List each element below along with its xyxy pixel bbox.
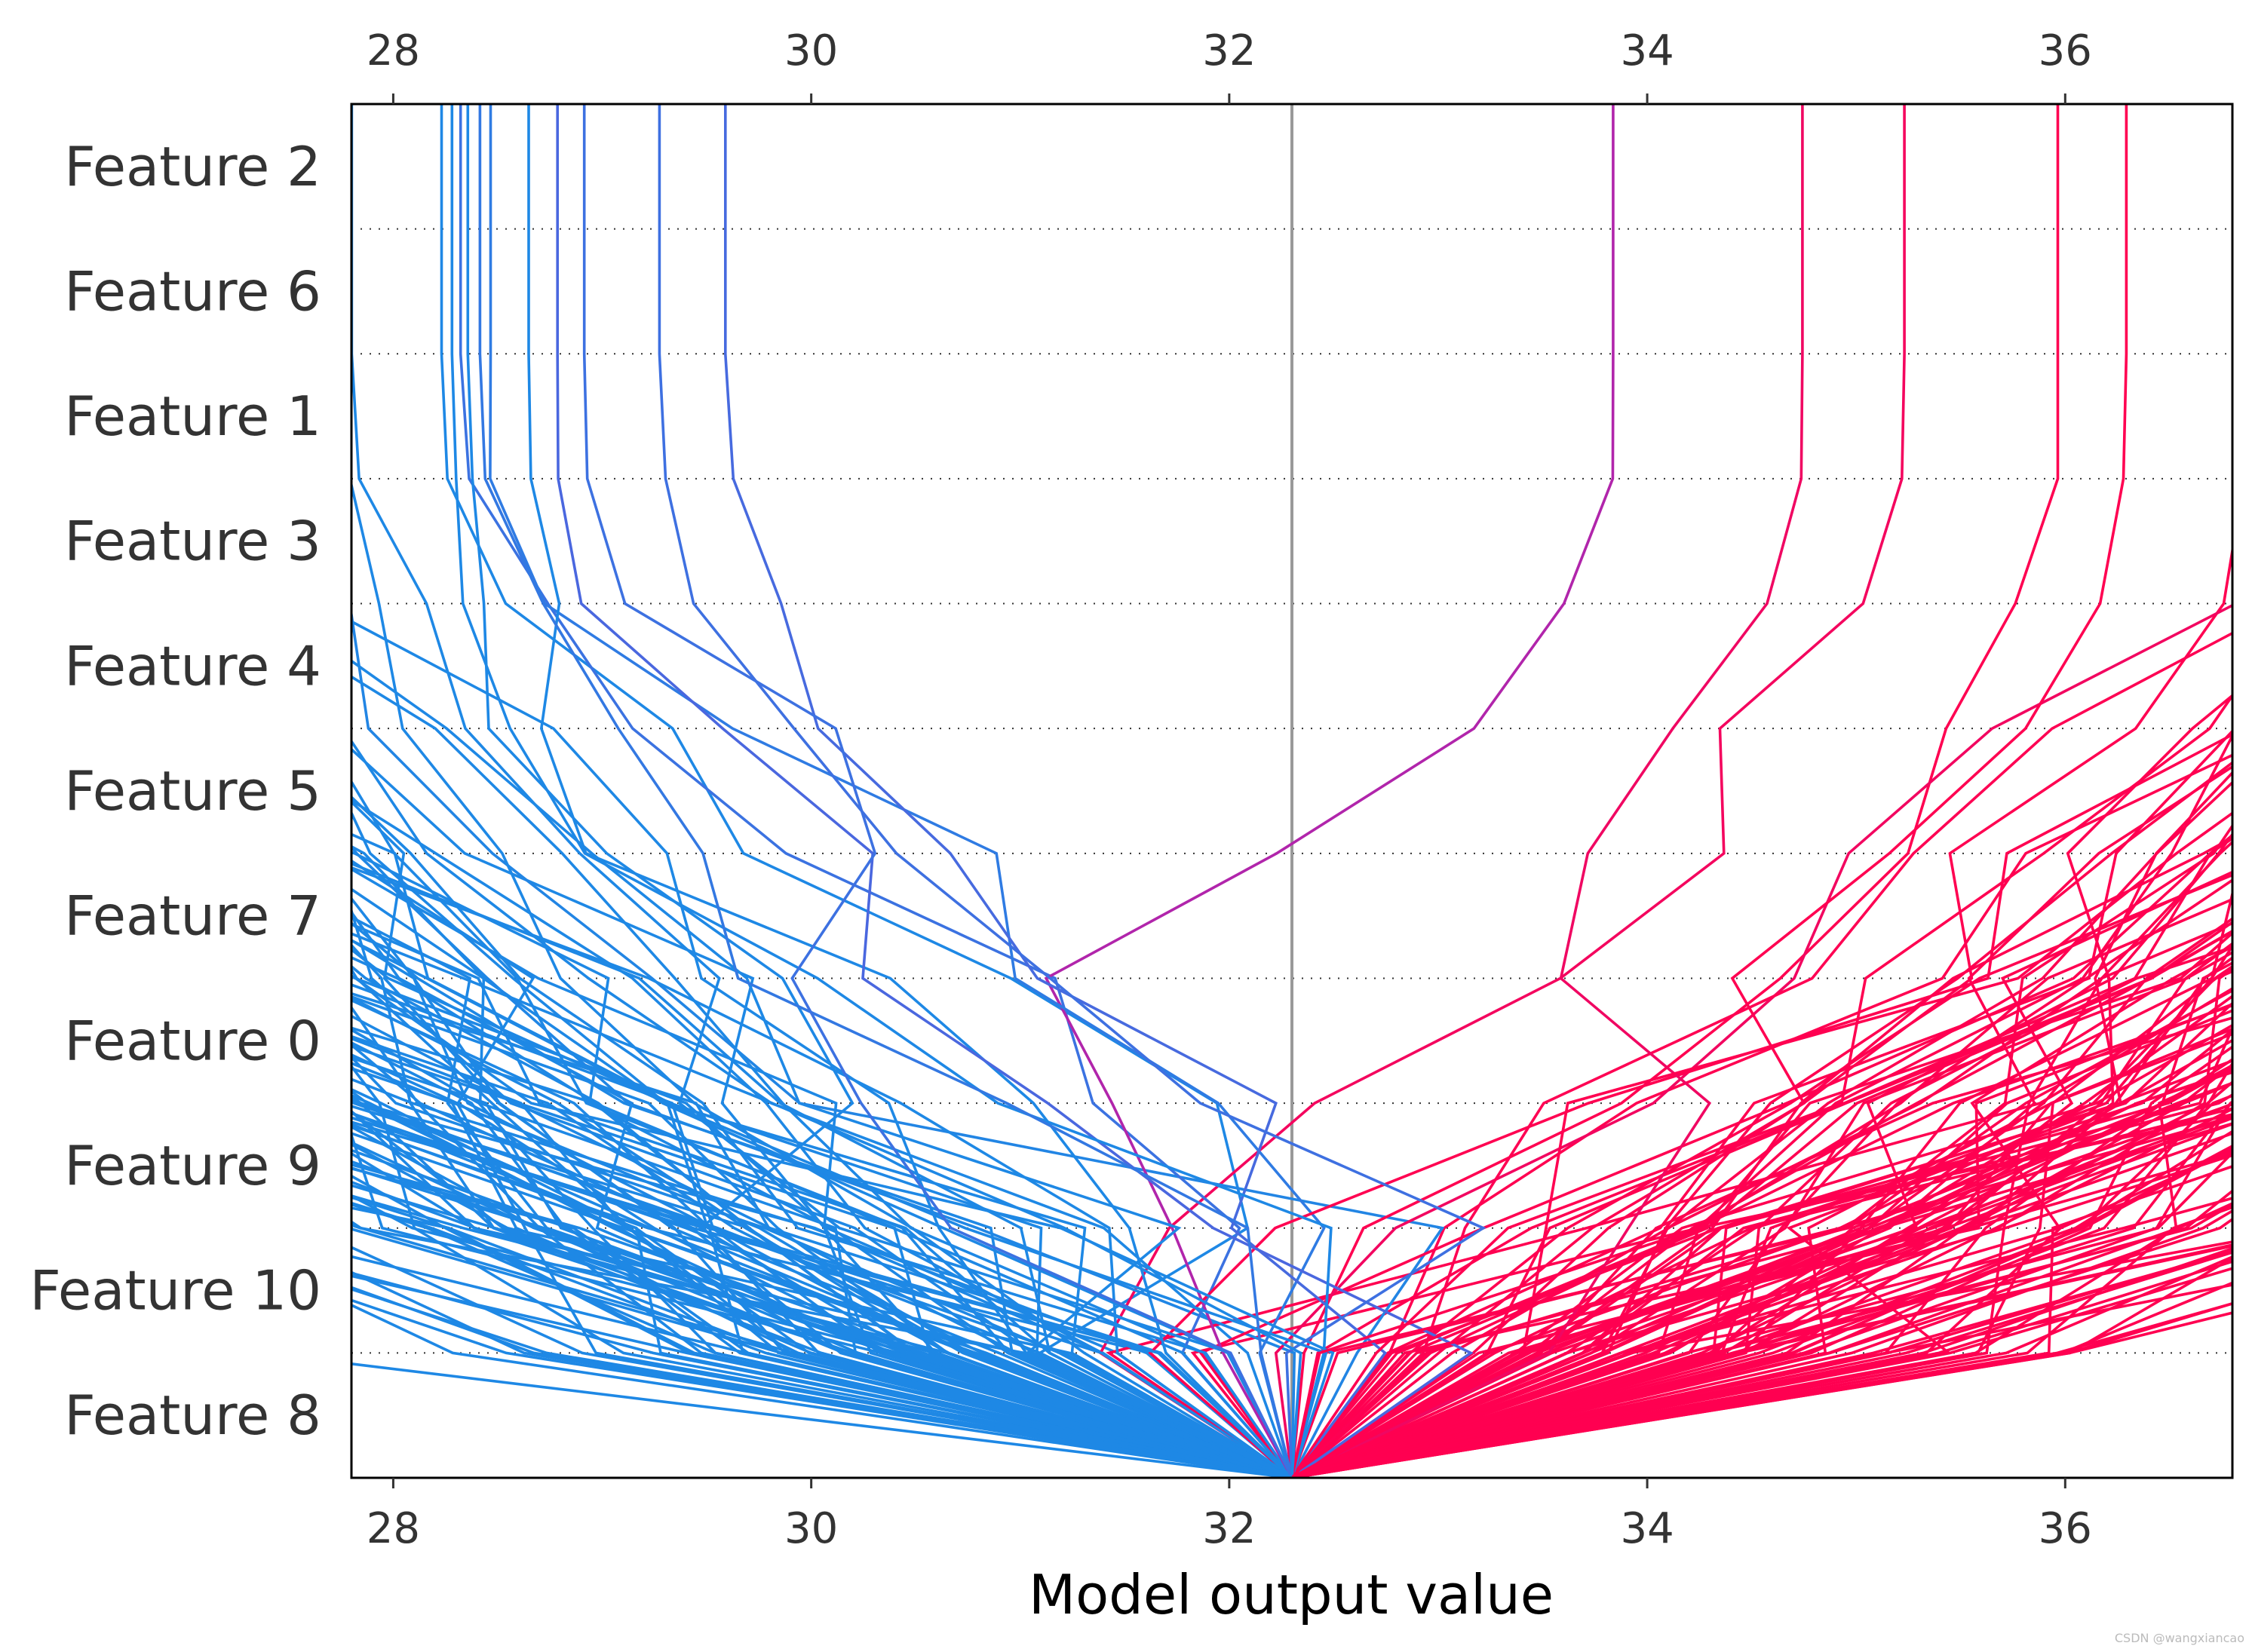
x-tick-label-top: 28 [367, 26, 420, 75]
x-tick-label-top: 30 [784, 26, 838, 75]
x-tick-label-top: 34 [1620, 26, 1674, 75]
feature-label: Feature 9 [64, 1134, 321, 1197]
x-tick-label-bottom: 28 [367, 1504, 420, 1553]
x-tick-label-bottom: 32 [1202, 1504, 1256, 1553]
x-tick-label-top: 32 [1202, 26, 1256, 75]
feature-label: Feature 0 [64, 1009, 321, 1072]
x-axis-label: Model output value [1029, 1563, 1554, 1626]
feature-label: Feature 6 [64, 259, 321, 323]
x-tick-label-bottom: 34 [1620, 1504, 1674, 1553]
x-tick-label-bottom: 30 [784, 1504, 838, 1553]
watermark: CSDN @wangxiancao [2115, 1631, 2244, 1645]
feature-label: Feature 3 [64, 510, 321, 573]
feature-label: Feature 5 [64, 759, 321, 823]
feature-label: Feature 7 [64, 884, 321, 948]
x-tick-label-bottom: 36 [2039, 1504, 2092, 1553]
feature-label: Feature 2 [64, 135, 321, 198]
feature-label: Feature 1 [64, 385, 321, 448]
x-tick-label-top: 36 [2039, 26, 2092, 75]
feature-label: Feature 10 [29, 1259, 321, 1323]
feature-label: Feature 8 [64, 1384, 321, 1447]
feature-label: Feature 4 [64, 634, 321, 697]
